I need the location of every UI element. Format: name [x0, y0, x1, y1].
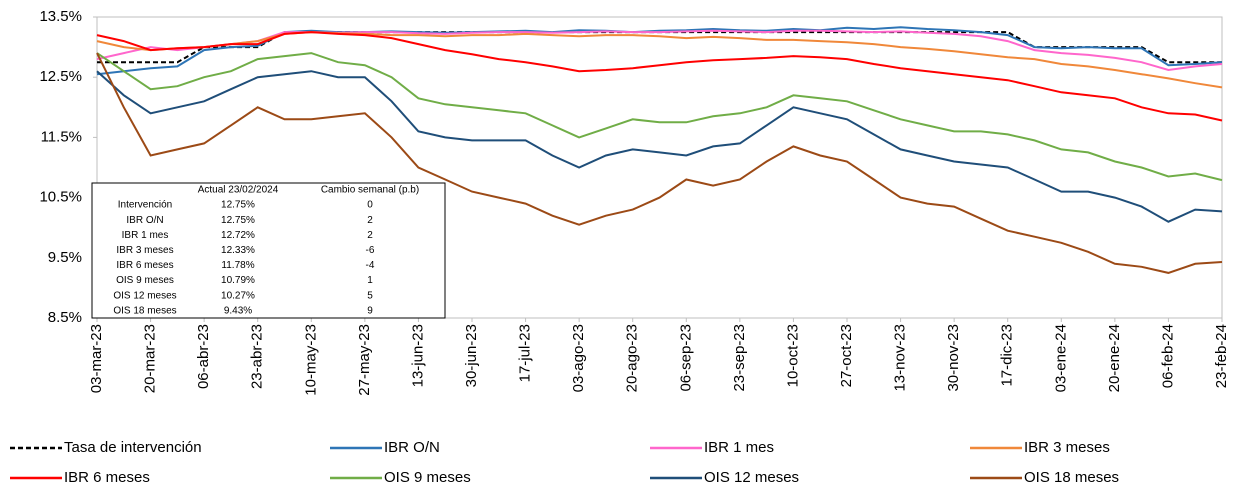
- table-cell: OIS 18 meses: [113, 305, 176, 316]
- table-cell: 9.43%: [224, 305, 252, 316]
- table-cell: 9: [367, 305, 373, 316]
- x-tick-label: 23-abr-23: [249, 324, 266, 389]
- x-tick-label: 23-feb-24: [1213, 324, 1230, 388]
- legend-label: OIS 18 meses: [1024, 469, 1119, 486]
- table-cell: 10.79%: [221, 275, 255, 286]
- table-header: Cambio semanal (p.b): [321, 185, 419, 196]
- x-tick-label: 30-jun-23: [463, 324, 480, 387]
- x-tick-label: 20-ene-24: [1106, 324, 1123, 392]
- x-tick-label: 23-sep-23: [731, 324, 748, 392]
- plot-frame: [96, 16, 1223, 319]
- x-tick-label: 06-feb-24: [1159, 324, 1176, 388]
- x-tick-label: 20-ago-23: [624, 324, 641, 392]
- x-tick-label: 10-oct-23: [784, 324, 801, 387]
- table-cell: IBR 1 mes: [122, 230, 169, 241]
- table-cell: IBR O/N: [126, 215, 163, 226]
- x-tick-label: 03-ago-23: [570, 324, 587, 392]
- series-line: [96, 26, 1223, 76]
- table-cell: 10.27%: [221, 290, 255, 301]
- table-cell: 2: [367, 230, 373, 241]
- x-tick-label: 20-mar-23: [142, 324, 159, 393]
- table-cell: 2: [367, 215, 373, 226]
- y-tick-label: 12.5%: [39, 68, 82, 85]
- y-tick-label: 11.5%: [41, 128, 82, 145]
- y-tick-label: 10.5%: [39, 189, 82, 206]
- x-tick-label: 13-nov-23: [892, 324, 909, 392]
- table-cell: 12.75%: [221, 215, 255, 226]
- legend-label: IBR 6 meses: [64, 469, 150, 486]
- x-tick-label: 10-may-23: [302, 324, 319, 396]
- series-line: [96, 70, 1223, 223]
- legend-label: OIS 12 meses: [704, 469, 799, 486]
- series-line: [96, 31, 1223, 122]
- table-cell: 0: [367, 200, 373, 211]
- table-cell: 11.78%: [221, 260, 254, 271]
- series-line: [96, 52, 1223, 182]
- table-cell: -4: [366, 260, 375, 271]
- y-tick-label: 13.5%: [39, 8, 82, 25]
- x-tick-label: 06-sep-23: [677, 324, 694, 392]
- x-tick-label: 03-ene-24: [1052, 324, 1069, 392]
- legend-label: OIS 9 meses: [384, 469, 471, 486]
- table-cell: -6: [366, 245, 375, 256]
- x-tick-label: 27-oct-23: [838, 324, 855, 387]
- table-cell: OIS 9 meses: [116, 275, 174, 286]
- legend-label: Tasa de intervención: [64, 439, 202, 456]
- table-box: [91, 182, 446, 319]
- x-tick-label: 13-jun-23: [409, 324, 426, 387]
- legend-label: IBR 1 mes: [704, 439, 774, 456]
- y-tick-label: 9.5%: [48, 249, 82, 266]
- table-cell: 12.33%: [221, 245, 255, 256]
- x-tick-label: 27-may-23: [356, 324, 373, 396]
- table-cell: Intervención: [118, 200, 172, 211]
- x-tick-label: 03-mar-23: [88, 324, 105, 393]
- x-tick-label: 30-nov-23: [945, 324, 962, 392]
- table-cell: 5: [367, 290, 373, 301]
- legend-label: IBR O/N: [384, 439, 440, 456]
- series-line: [96, 29, 1223, 72]
- table-cell: 12.75%: [221, 200, 255, 211]
- table-header: Actual 23/02/2024: [198, 185, 279, 196]
- table-cell: IBR 3 meses: [116, 245, 173, 256]
- table-cell: OIS 12 meses: [113, 290, 176, 301]
- legend-label: IBR 3 meses: [1024, 439, 1110, 456]
- table-cell: IBR 6 meses: [116, 260, 173, 271]
- y-tick-label: 8.5%: [48, 309, 82, 326]
- x-tick-label: 17-dic-23: [999, 324, 1016, 387]
- x-tick-label: 17-jul-23: [517, 324, 534, 382]
- table-cell: 1: [367, 275, 373, 286]
- table-cell: 12.72%: [221, 230, 255, 241]
- series-line: [96, 52, 1223, 274]
- x-tick-label: 06-abr-23: [195, 324, 212, 389]
